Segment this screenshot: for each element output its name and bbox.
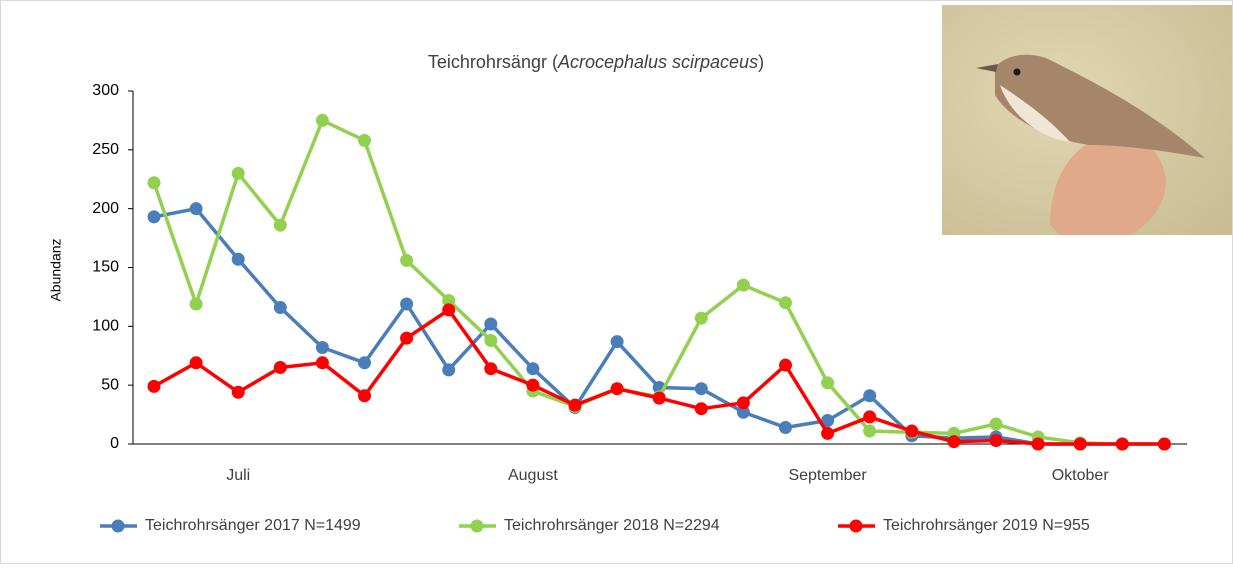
- point: [1157, 437, 1171, 451]
- point: [442, 363, 456, 377]
- point: [568, 398, 582, 412]
- point: [863, 424, 877, 438]
- point: [442, 303, 456, 317]
- legend-marker: [470, 519, 484, 533]
- point: [231, 385, 245, 399]
- point: [484, 333, 498, 347]
- y-tick-label: 300: [92, 82, 119, 99]
- point: [1073, 437, 1087, 451]
- x-tick-label: September: [788, 467, 867, 484]
- point: [821, 426, 835, 440]
- point: [315, 356, 329, 370]
- point: [358, 389, 371, 403]
- point: [400, 331, 414, 345]
- point: [905, 424, 919, 438]
- point: [694, 311, 708, 325]
- legend-label: Teichrohrsänger 2018 N=2294: [504, 517, 720, 534]
- point: [989, 417, 1003, 431]
- point: [989, 433, 1003, 447]
- chart-title: Teichrohrsängr (Acrocephalus scirpaceus): [428, 52, 764, 72]
- point: [189, 297, 203, 311]
- legend-label: Teichrohrsänger 2019 N=955: [883, 517, 1090, 534]
- point: [526, 378, 540, 392]
- point: [358, 356, 371, 370]
- y-tick-label: 150: [92, 259, 119, 276]
- point: [273, 218, 287, 232]
- point: [736, 405, 750, 419]
- point: [147, 210, 161, 224]
- y-axis-label: Abundanz: [48, 238, 64, 301]
- y-tick-label: 200: [92, 200, 119, 217]
- point: [400, 297, 414, 311]
- point: [779, 421, 792, 435]
- point: [821, 413, 835, 427]
- title-part: Teichrohrsängr (: [428, 52, 558, 72]
- point: [189, 356, 203, 370]
- y-tick-label: 100: [92, 318, 119, 335]
- point: [484, 317, 498, 331]
- point: [273, 301, 287, 315]
- point: [442, 293, 456, 307]
- point: [736, 396, 750, 410]
- point: [610, 382, 624, 396]
- x-tick-label: Juli: [226, 467, 250, 484]
- point: [1031, 437, 1045, 451]
- point: [694, 382, 708, 396]
- legend-label: Teichrohrsänger 2017 N=1499: [145, 517, 361, 534]
- point: [694, 402, 708, 416]
- point: [484, 362, 498, 376]
- point: [863, 410, 877, 424]
- legend-marker: [111, 519, 125, 533]
- point: [779, 358, 792, 372]
- point: [315, 113, 329, 127]
- point: [231, 252, 245, 266]
- point: [400, 253, 414, 267]
- point: [736, 278, 750, 292]
- point: [526, 362, 540, 376]
- point: [315, 341, 329, 355]
- title-part: ): [758, 52, 764, 72]
- legend-marker: [849, 519, 863, 533]
- point: [273, 361, 287, 375]
- point: [189, 202, 203, 216]
- point: [652, 391, 666, 405]
- point: [231, 166, 245, 180]
- point: [147, 176, 161, 190]
- point: [1115, 437, 1129, 451]
- y-tick-label: 50: [101, 376, 119, 393]
- point: [947, 435, 961, 449]
- point: [610, 335, 624, 349]
- point: [358, 133, 371, 147]
- x-tick-label: Oktober: [1052, 467, 1110, 484]
- point: [147, 379, 161, 393]
- point: [863, 389, 877, 403]
- title-part: Acrocephalus scirpaceus: [557, 52, 758, 72]
- point: [779, 296, 792, 310]
- y-tick-label: 250: [92, 141, 119, 158]
- point: [821, 376, 835, 390]
- x-tick-label: August: [508, 467, 558, 484]
- bird-photo: [942, 5, 1232, 235]
- y-tick-label: 0: [110, 435, 119, 452]
